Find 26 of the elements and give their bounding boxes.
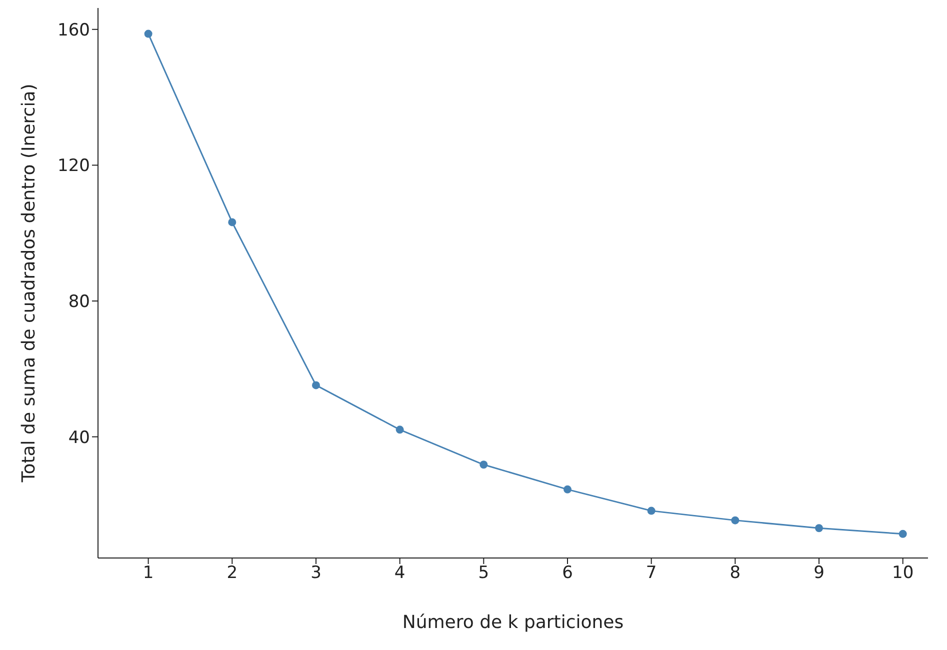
point: [731, 516, 740, 524]
y-axis-title: Total de suma de cuadrados dentro (Inercia): [18, 84, 40, 484]
x-tick-label: 6: [562, 563, 573, 584]
x-tick-label: 2: [226, 563, 238, 584]
x-tick-label: 9: [814, 563, 824, 584]
x-tick-label: 8: [730, 563, 741, 584]
point: [898, 530, 907, 538]
point: [647, 506, 656, 515]
y-tick-label: 120: [58, 156, 90, 176]
x-axis-title: Número de k particiones: [402, 612, 624, 633]
x-tick-label: 1: [142, 563, 154, 584]
point: [480, 460, 488, 469]
y-tick-label: 80: [68, 292, 90, 312]
point: [396, 426, 404, 434]
x-tick-label: 5: [478, 563, 490, 584]
point: [312, 381, 320, 390]
y-tick-label: 40: [68, 428, 90, 448]
point: [815, 524, 824, 532]
x-tick-label: 7: [646, 563, 657, 584]
point: [228, 218, 236, 226]
point: [563, 485, 572, 494]
x-tick-label: 4: [394, 563, 406, 584]
x-tick-label: 3: [310, 563, 322, 584]
point: [144, 30, 152, 38]
x-tick-label: 10: [892, 563, 914, 584]
y-tick-label: 160: [58, 20, 90, 40]
